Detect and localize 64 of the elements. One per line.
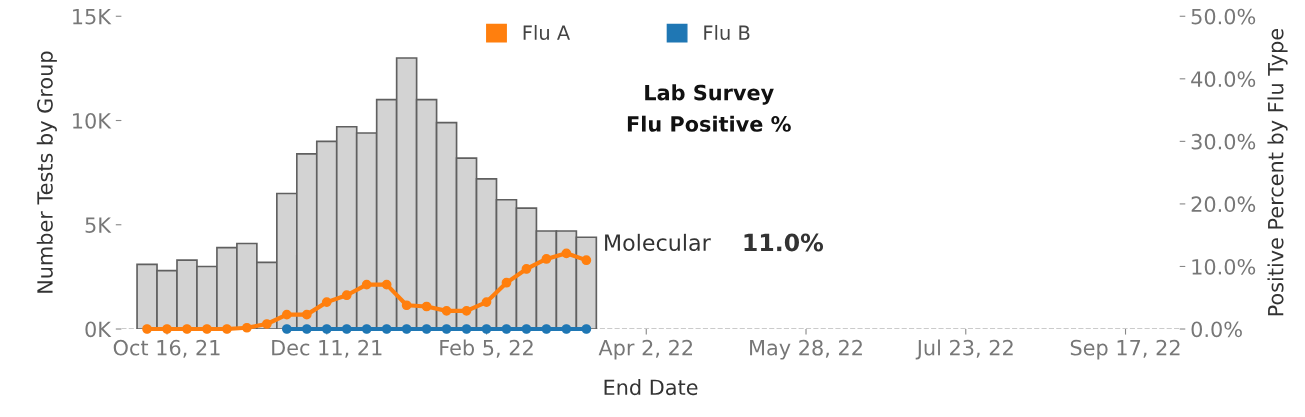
point: [162, 324, 172, 334]
point: [381, 279, 392, 290]
legend-label: Flu B: [704, 24, 750, 41]
x-tick-label: Dec 11, 21: [272, 339, 382, 358]
point: [242, 322, 252, 333]
point: [321, 324, 332, 334]
x-tick-label: Sep 17, 22: [1070, 339, 1180, 360]
point: [361, 324, 372, 334]
point: [461, 324, 472, 334]
point: [182, 324, 192, 334]
y2-tick-label: 30.0%: [1191, 133, 1256, 150]
point: [581, 255, 592, 266]
y2-tick-label: 10.0%: [1192, 258, 1256, 275]
x-tick-label: Feb 5, 22: [440, 339, 533, 358]
point: [401, 324, 412, 334]
point: [281, 309, 292, 320]
point: [461, 306, 472, 316]
y2-tick-label: 50.0%: [1191, 8, 1256, 25]
point: [381, 324, 392, 334]
y2-tick-label: 40.0%: [1191, 71, 1256, 88]
annotation: Lab Survey Flu Positive %: [627, 84, 791, 132]
y-tick-label: 0K: [85, 321, 112, 338]
y-tick-label: 10K: [73, 112, 112, 129]
y2-tick-label: 20.0%: [1191, 196, 1256, 213]
point: [321, 297, 332, 307]
point: [501, 324, 512, 334]
point: [541, 254, 552, 264]
y-tick-label: 5K: [85, 217, 112, 233]
annotation: 11.0%: [744, 233, 824, 252]
point: [361, 279, 372, 290]
point: [561, 324, 572, 334]
point: [501, 277, 512, 288]
annotation: Molecular: [605, 233, 711, 252]
y2-tick-label: 0.0%: [1191, 321, 1242, 338]
point: [222, 324, 232, 334]
point: [421, 324, 432, 334]
point: [581, 324, 592, 334]
y-axis-title: Number Tests by Group: [36, 51, 57, 293]
point: [301, 309, 312, 320]
x-tick-label: May 28, 22: [750, 339, 862, 360]
point: [421, 301, 432, 312]
x-tick-label: Jul 23, 22: [915, 339, 1013, 360]
point: [281, 324, 292, 334]
point: [561, 248, 572, 259]
point: [142, 324, 152, 334]
point: [301, 324, 312, 334]
point: [541, 324, 552, 334]
point: [401, 300, 412, 311]
point: [341, 324, 352, 334]
point: [481, 324, 492, 334]
y2-axis-title: Positive Percent by Flu Type: [1267, 28, 1288, 316]
x-tick-label: Apr 2, 22: [598, 339, 693, 360]
point: [521, 264, 532, 274]
x-axis-title: End Date: [604, 379, 698, 396]
legend-label: Flu A: [523, 24, 570, 41]
point: [441, 324, 452, 334]
y-tick-label: 15K: [73, 8, 112, 25]
point: [521, 324, 532, 334]
x-tick-label: Oct 16, 21: [113, 339, 220, 358]
point: [202, 324, 212, 334]
point: [481, 297, 492, 307]
point: [441, 306, 452, 316]
point: [261, 319, 272, 329]
point: [341, 290, 352, 301]
